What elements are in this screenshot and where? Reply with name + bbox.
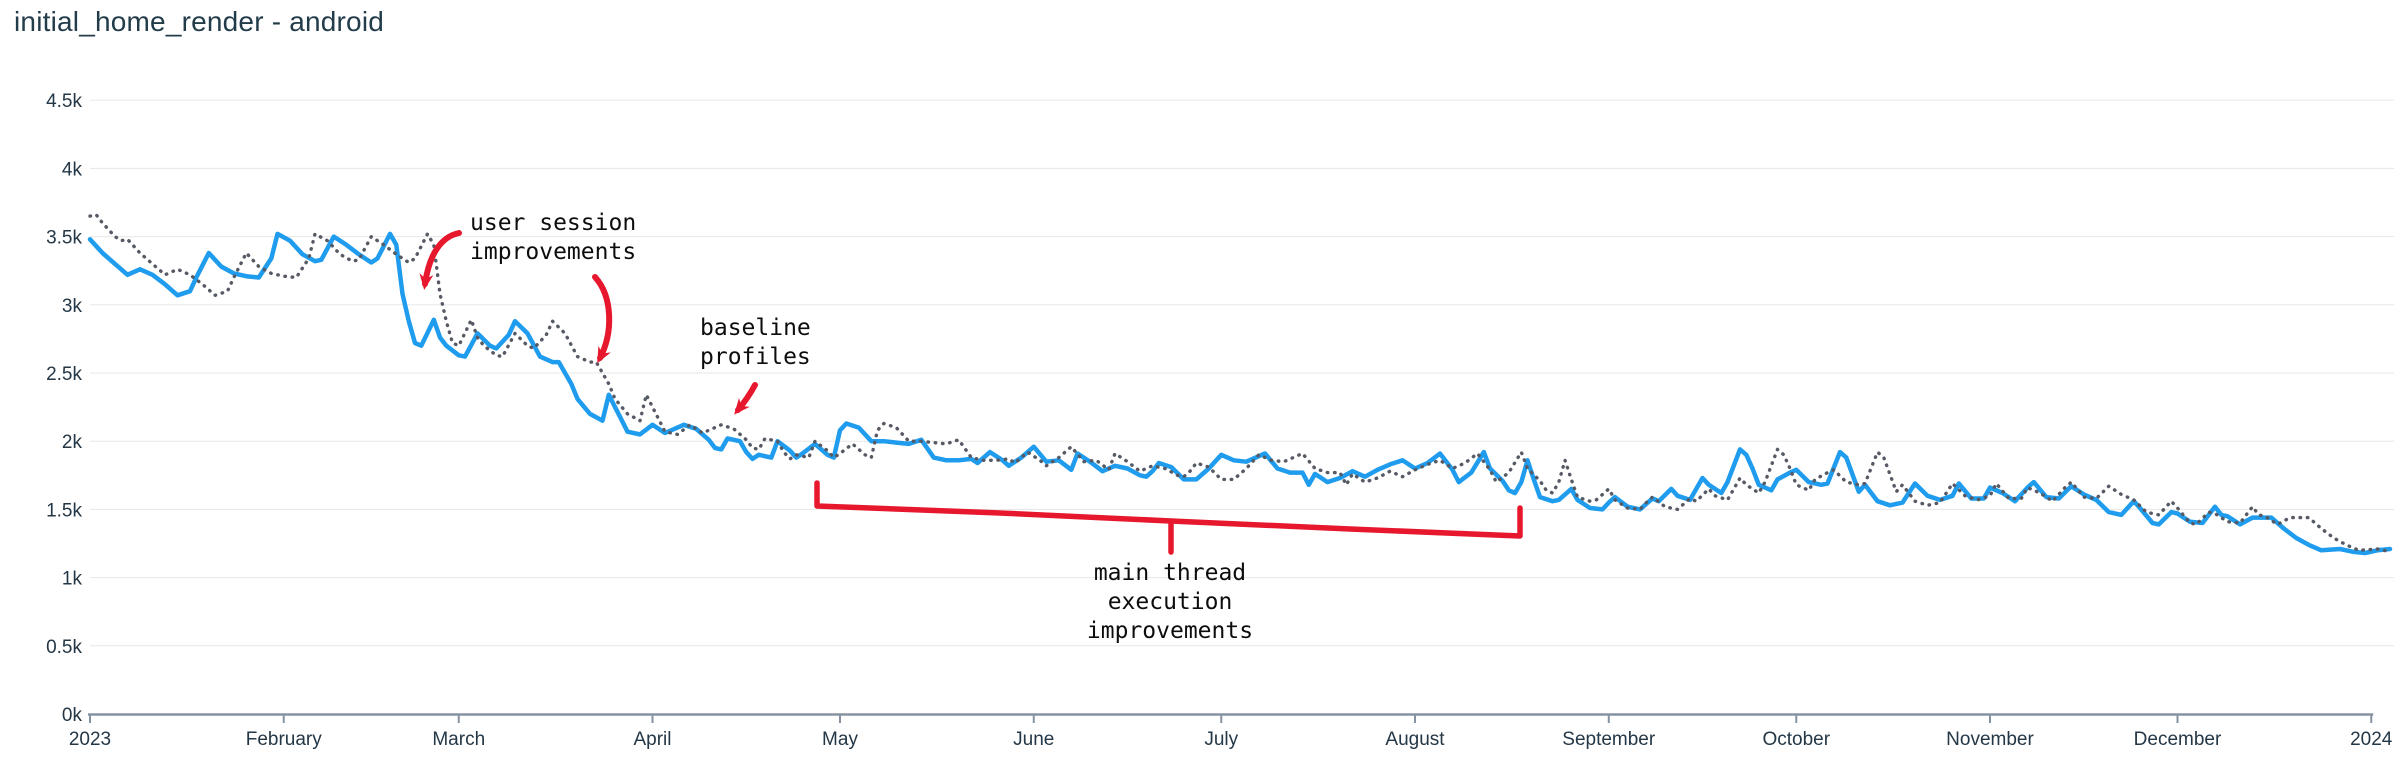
x-tick-label: October [1762,729,1830,750]
user-session-arrow [419,230,462,290]
gridlines [90,99,2394,647]
annotation-baseline-profiles: baseline profiles [700,315,811,370]
x-tick-label: April [633,729,671,750]
series-current-period-line [87,231,2393,556]
y-tick-label: 1.5k [46,500,82,521]
y-tick-label: 0k [62,705,83,726]
chart-title: initial_home_render - android [14,6,385,37]
red-annotations [419,230,1523,555]
y-tick-label: 2k [62,432,83,453]
y-tick-label: 0.5k [46,637,82,658]
axis-labels: 0k 0.5k 1k 1.5k 2k 2.5k 3k 3.5k 4k 4.5k 2023 Februa… [46,91,2393,750]
x-tick-label: May [822,729,858,750]
x-tick-label: 2024 [2350,729,2393,750]
x-tick-label: March [432,729,485,750]
data-series [87,213,2393,556]
x-tick-label: September [1562,729,1656,750]
x-axis [88,713,2374,723]
y-tick-label: 2.5k [46,364,82,385]
series-comparison-period-line [88,213,2392,554]
baseline-profiles-arrow-short [734,382,758,415]
y-tick-label: 3k [62,296,83,317]
x-tick-label: February [246,729,323,750]
y-tick-label: 4k [62,159,83,180]
x-tick-label: December [2134,729,2222,750]
x-tick-label: July [1204,729,1238,750]
baseline-profiles-arrow-long [592,274,613,364]
x-tick-label: November [1946,729,2034,750]
y-tick-label: 4.5k [46,91,82,112]
annotation-main-thread: main thread execution improvements [1086,560,1254,644]
y-tick-label: 1k [62,569,83,590]
annotation-user-session: user session improvements [470,210,637,265]
y-tick-label: 3.5k [46,228,82,249]
x-tick-label: 2023 [69,729,111,750]
x-tick-label: August [1385,729,1445,750]
x-tick-label: June [1013,729,1054,750]
